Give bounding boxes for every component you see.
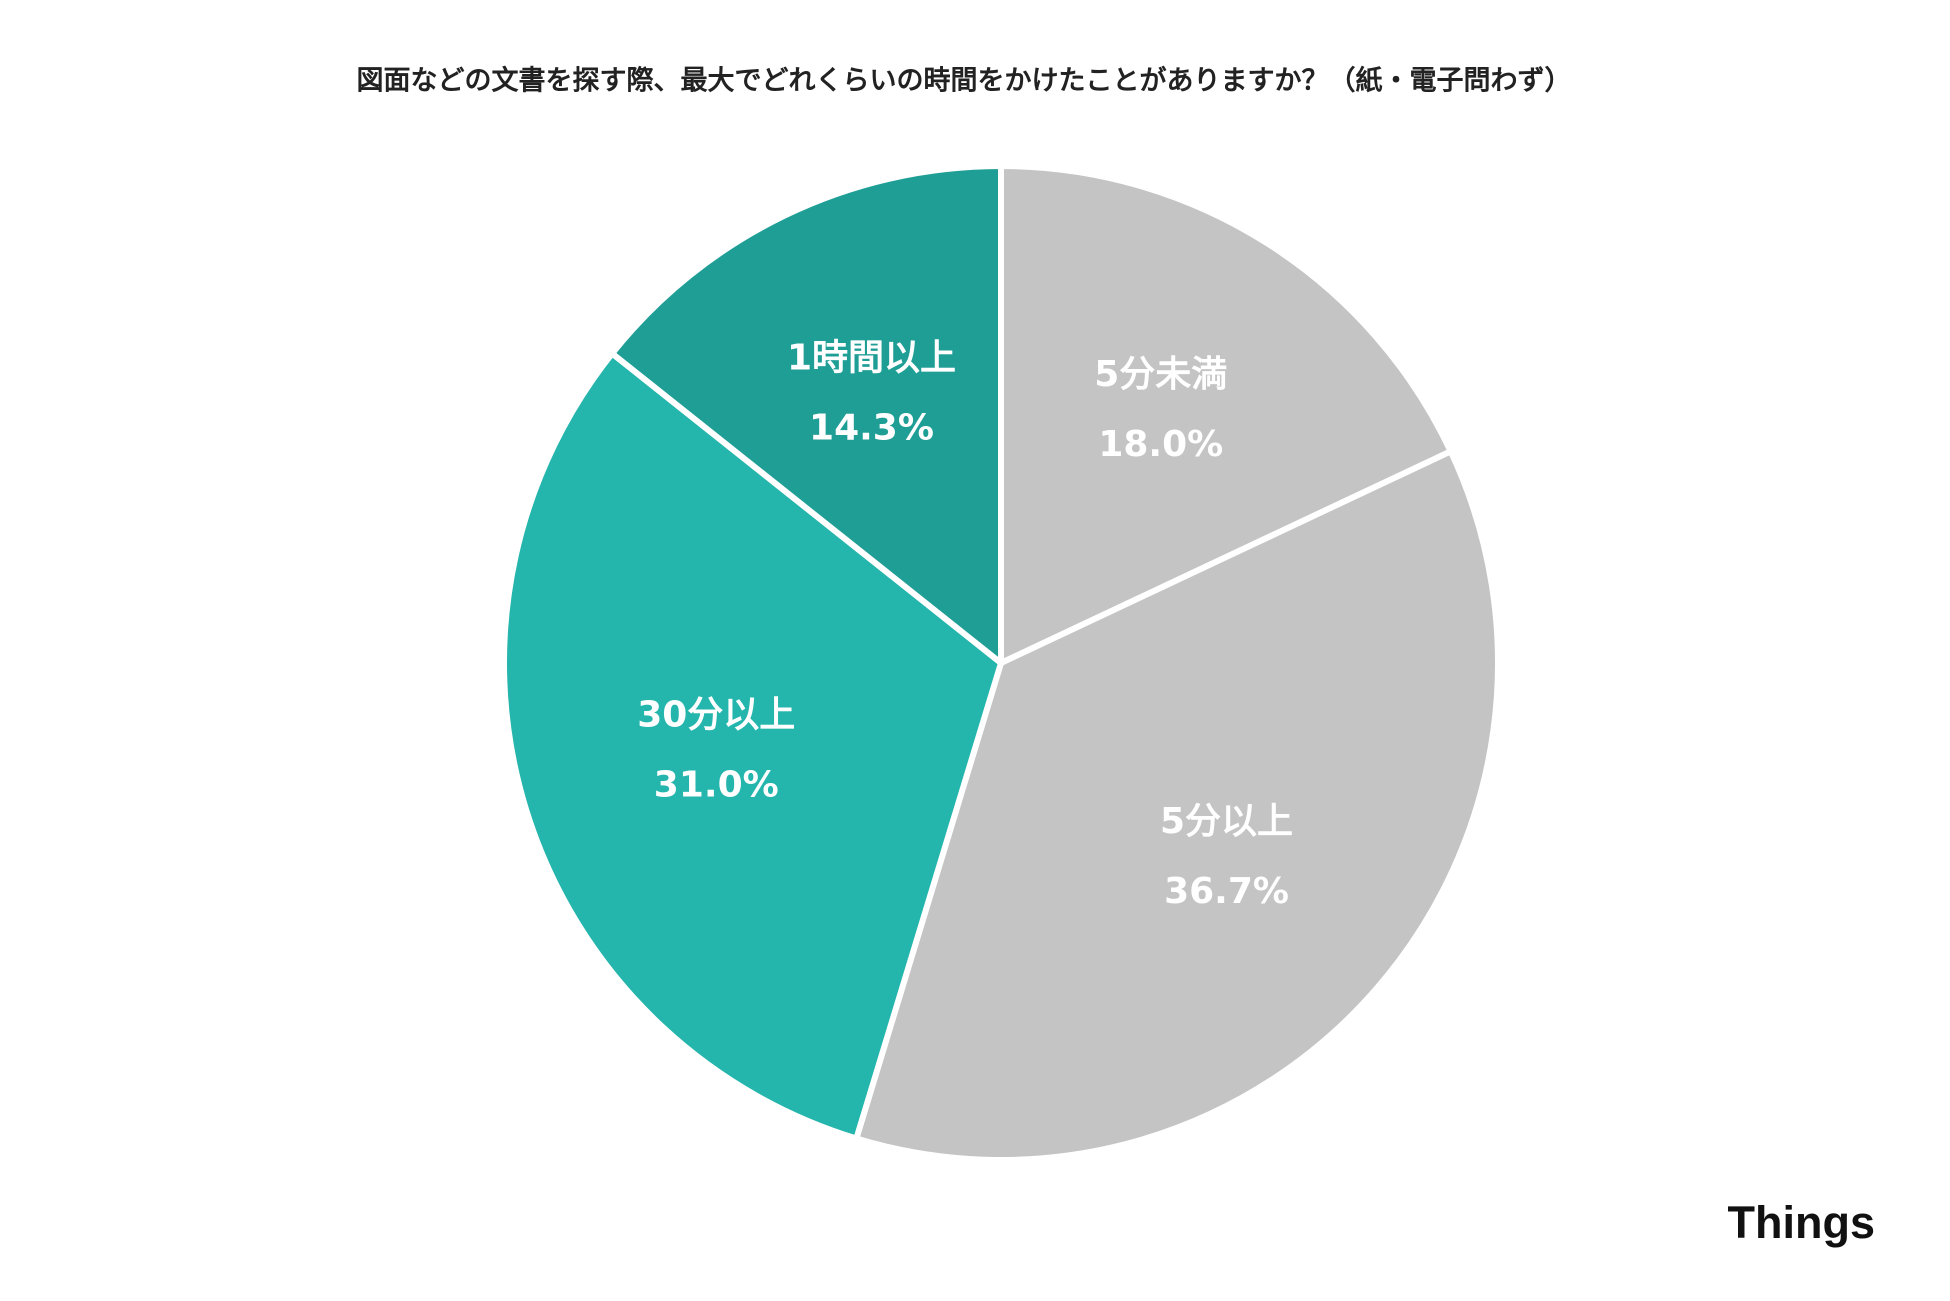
value-label: 18.0% — [1098, 424, 1223, 465]
value-label: 36.7% — [1164, 871, 1289, 912]
logo: Things — [1728, 1197, 1875, 1248]
pie-slice — [501, 350, 1004, 1142]
pie-slice — [998, 163, 1454, 666]
pie-slice — [853, 448, 1501, 1164]
slice-label: 1時間以上 — [787, 337, 956, 378]
slice-label: 30分以上 — [637, 695, 795, 736]
slice-label: 5分以上 — [1160, 801, 1293, 842]
slice-label: 5分未満 — [1094, 354, 1227, 395]
pie-slice — [609, 163, 1004, 666]
value-label: 31.0% — [654, 765, 779, 806]
value-label: 14.3% — [809, 407, 934, 448]
chart-title: 図面などの文書を探す際、最大でどれくらいの時間をかけたことがありますか？（紙・電… — [357, 65, 1572, 97]
